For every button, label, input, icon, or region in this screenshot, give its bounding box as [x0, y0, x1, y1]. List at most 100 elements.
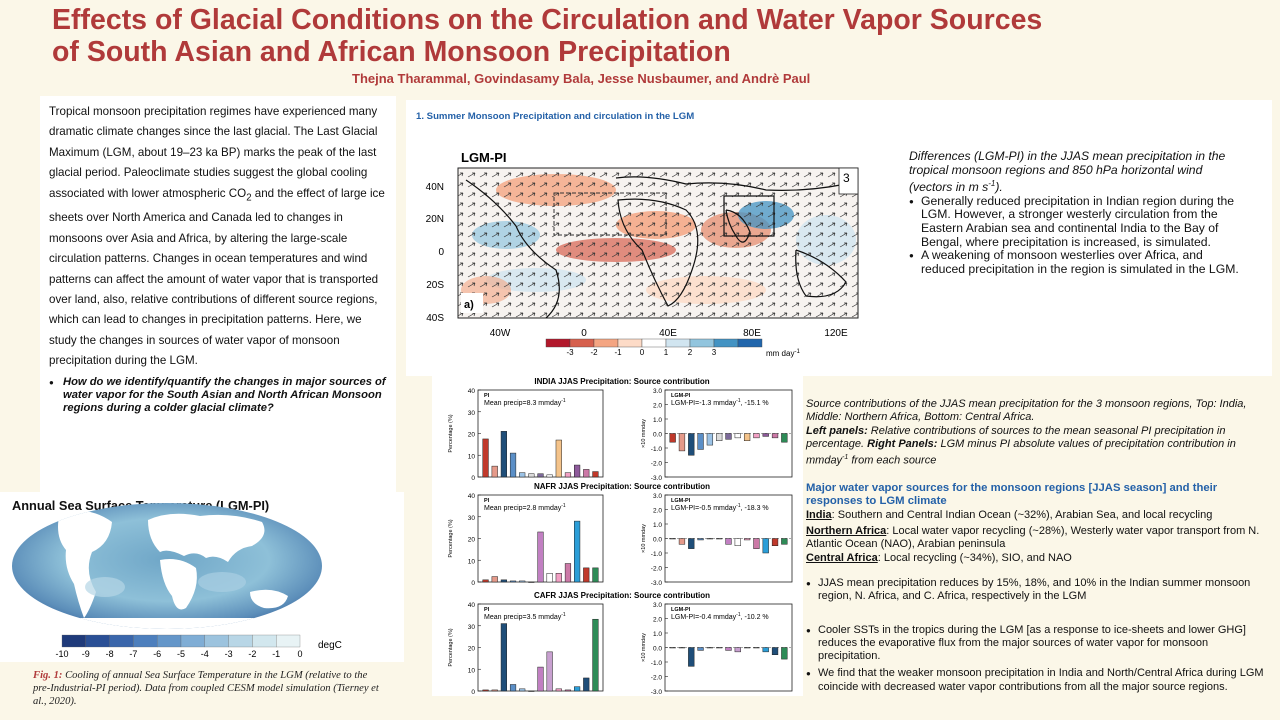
y-tick-label: 2.0: [653, 508, 662, 515]
sst-colorbar-tick: -4: [201, 649, 209, 659]
bar: [537, 531, 544, 583]
bar: [592, 567, 599, 583]
reference-vector-box: [838, 167, 859, 195]
longitude-label: 40W: [490, 328, 511, 339]
nafr-sources: Northern Africa: Local water vapor recyc…: [806, 525, 1260, 551]
latitude-label: 40S: [426, 313, 444, 324]
panel1-heading: 1. Summer Monsoon Precipitation and circ…: [416, 111, 695, 122]
precip-colorbar-cell: [665, 338, 691, 348]
latitude-label: 20N: [426, 214, 444, 225]
bar: [762, 647, 769, 653]
land-masks: [12, 510, 322, 629]
y-tick-label: 3.0: [653, 388, 662, 395]
bar: [706, 647, 714, 649]
bar: [555, 439, 562, 478]
bar: [771, 538, 779, 546]
y-axis-label: Percentage (%): [448, 628, 454, 666]
precip-colorbar-cell: [617, 338, 643, 348]
sst-colorbar-tick: -10: [55, 649, 68, 659]
annotation-bg: [482, 392, 572, 406]
precip-colorbar-cell: [545, 338, 571, 348]
bar: [500, 579, 507, 583]
map-title: LGM-PI: [461, 150, 507, 165]
bar: [519, 688, 526, 692]
sst-colorbar-cell: [180, 634, 205, 648]
y-axis-label: Percentage (%): [448, 519, 454, 557]
y-tick-label: 40: [468, 602, 476, 609]
region-box-india: [723, 195, 775, 237]
y-tick-label: 30: [468, 410, 476, 417]
sst-colorbar-cell: [276, 634, 301, 648]
precip-colorbar: [545, 338, 763, 348]
bar: [482, 689, 489, 692]
bar: [734, 433, 741, 439]
bar: [716, 538, 723, 540]
precip-colorbar-tick: -3: [566, 348, 574, 357]
precip-colorbar-cell: [737, 338, 763, 348]
y-tick-label: 0: [471, 689, 475, 696]
cafr-sources: Central Africa: Local recycling (~34%), …: [806, 551, 1072, 564]
y-tick-label: -3.0: [651, 580, 663, 587]
poster-title: Effects of Glacial Conditions on the Cir…: [52, 4, 1252, 68]
bar: [762, 433, 769, 437]
bar: [734, 647, 741, 653]
y-tick-label: 40: [468, 493, 476, 500]
bar: [781, 647, 788, 660]
chart-title: INDIA JJAS Precipitation: Source contrib…: [534, 377, 709, 386]
y-tick-label: -1.0: [651, 551, 663, 558]
source-chart-2: NAFR JJAS Precipitation: Source contribu…: [448, 482, 710, 587]
precip-colorbar-cell: [713, 338, 739, 348]
annotation-bg: [669, 497, 787, 511]
sst-colorbar-cell: [85, 634, 110, 648]
bar: [528, 473, 535, 478]
y-tick-label: -2.0: [651, 566, 663, 573]
sst-panel: Annual Sea Surface Temperature (LGM-PI) …: [0, 492, 404, 662]
bar: [697, 433, 704, 450]
bar: [564, 563, 572, 583]
bar: [725, 433, 732, 440]
y-tick-label: 40: [468, 388, 476, 395]
bar: [491, 576, 498, 583]
bar: [482, 579, 489, 583]
y-tick-label: 1.0: [653, 631, 662, 638]
bar: [725, 647, 732, 651]
result-bullet: Cooler SSTs in the tropics during the LG…: [806, 624, 1272, 664]
y-tick-label: 10: [468, 453, 476, 460]
bar: [678, 538, 686, 545]
bar: [771, 647, 779, 655]
y-tick-label: 0.0: [653, 432, 662, 439]
annotation-bg: [669, 392, 787, 406]
y-tick-label: 30: [468, 515, 476, 522]
annotation-bg: [669, 606, 787, 620]
longitude-labels: 40W 0 40E 80E 120E: [490, 328, 848, 339]
y-tick-label: 2.0: [653, 617, 662, 624]
bar: [500, 431, 507, 478]
bar: [725, 538, 732, 545]
y-tick-label: 30: [468, 624, 476, 631]
bar: [574, 686, 581, 692]
sst-colorbar-cell: [252, 634, 277, 648]
y-tick-label: 10: [468, 667, 476, 674]
precip-colorbar-tick: -2: [590, 348, 598, 357]
bar: [546, 474, 553, 478]
y-axis-label: ×10 mmday: [641, 633, 647, 662]
bar: [669, 647, 676, 649]
bar: [500, 623, 507, 692]
panel-label-bg: [461, 293, 483, 313]
result-bullet: We find that the weaker monsoon precipit…: [806, 667, 1272, 694]
bar: [743, 538, 751, 541]
sst-map: -10 -9 -8 -7 -6 -5 -4 -3 -2 -1 0 degC: [12, 503, 342, 659]
longitude-label: 0: [581, 328, 587, 339]
bar: [678, 647, 686, 649]
bar-charts: INDIA JJAS Precipitation: Source contrib…: [448, 377, 793, 696]
bar: [537, 666, 544, 692]
source-chart-3: 3.0 2.0 1.0 0.0 -1.0 -2.0 -3.0 ×10 mmday LGM-PIL…: [641, 493, 793, 587]
bar: [743, 647, 751, 649]
bar: [583, 677, 590, 692]
precip-colorbar-ticks: -3 -2 -1 0 1 2 3: [566, 348, 716, 357]
bar: [753, 538, 760, 549]
bar: [697, 647, 704, 651]
panel-tag: LGM-PI: [671, 498, 691, 504]
sst-colorbar-cell: [204, 634, 229, 648]
source-chart-1: 3.0 2.0 1.0 0.0 -1.0 -2.0 -3.0 ×10 mmday LGM-PIL…: [641, 388, 793, 482]
